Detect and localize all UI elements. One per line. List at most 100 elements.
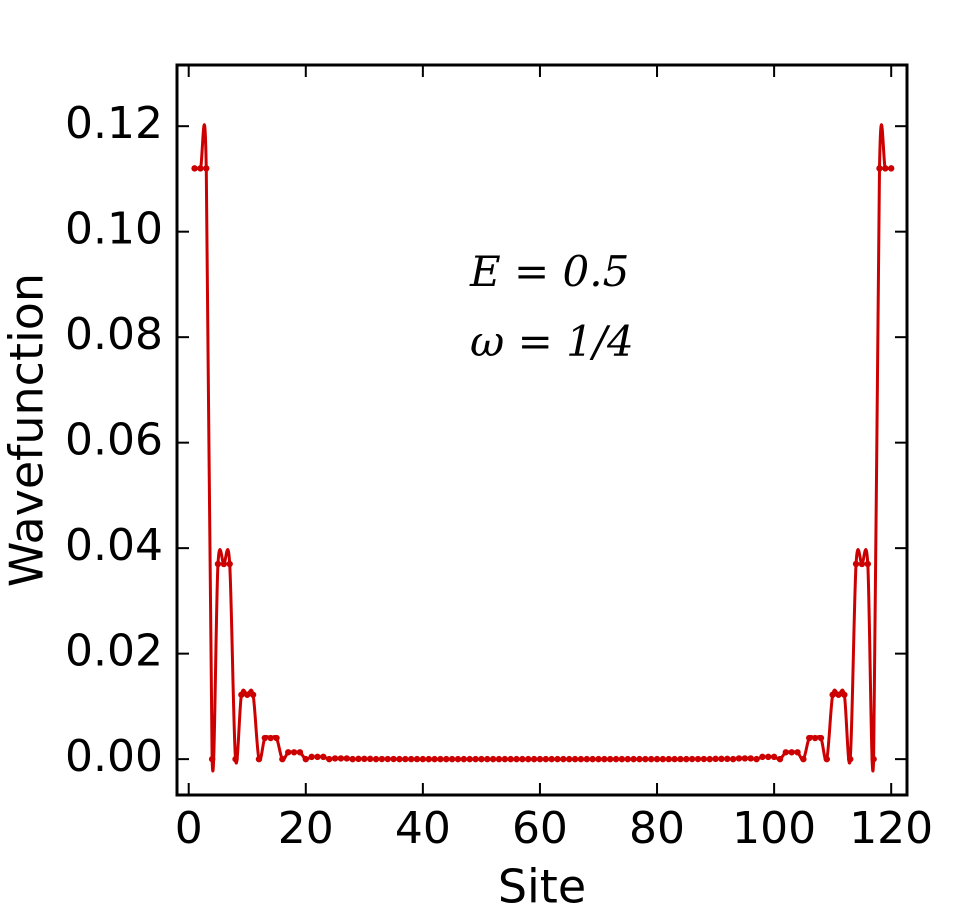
point (314, 753, 321, 761)
point (612, 755, 620, 763)
point (589, 755, 596, 763)
point (366, 755, 374, 763)
point (425, 755, 432, 763)
y-tick-label: 0.10 (65, 204, 163, 255)
point (724, 755, 731, 763)
point (800, 755, 807, 763)
point (484, 755, 491, 763)
point (208, 755, 216, 763)
point (741, 755, 749, 762)
point (870, 755, 877, 763)
point (302, 755, 309, 763)
point (659, 755, 667, 763)
point (255, 755, 263, 763)
point (788, 749, 795, 756)
y-tick-label: 0.08 (65, 309, 163, 360)
point (665, 755, 672, 763)
point (747, 755, 754, 762)
point (618, 755, 626, 763)
point (472, 755, 479, 763)
point (712, 755, 719, 763)
point (331, 755, 339, 762)
point (343, 755, 350, 762)
point (355, 755, 362, 763)
point (203, 165, 210, 172)
point (454, 755, 462, 763)
point (829, 691, 836, 698)
point (794, 749, 801, 756)
point (683, 755, 690, 763)
point (448, 755, 456, 763)
point (273, 734, 280, 742)
point (220, 560, 228, 568)
point (361, 755, 368, 763)
point (279, 755, 286, 763)
point (636, 755, 643, 763)
point (419, 755, 427, 763)
point (653, 755, 661, 763)
point (285, 749, 292, 756)
point (507, 755, 514, 763)
point (431, 755, 438, 763)
point (729, 755, 737, 763)
point (396, 755, 403, 763)
point (700, 755, 708, 763)
x-axis-label: Site (498, 860, 586, 914)
point (852, 560, 860, 568)
x-tick-label: 60 (512, 803, 568, 854)
point (489, 755, 497, 763)
y-tick-label: 0.12 (65, 98, 163, 149)
point (244, 691, 251, 698)
y-tick-label: 0.00 (65, 731, 163, 782)
y-tick-label: 0.02 (65, 626, 163, 677)
point (407, 755, 415, 763)
point (232, 755, 239, 763)
point (688, 755, 696, 763)
point (806, 734, 813, 742)
point (390, 755, 397, 763)
point (647, 755, 655, 763)
point (671, 755, 678, 763)
x-tick-label: 120 (849, 803, 933, 854)
point (677, 755, 684, 763)
point (519, 755, 526, 763)
point (694, 755, 702, 763)
point (413, 755, 421, 763)
point (326, 755, 333, 763)
point (548, 755, 555, 763)
x-tick-label: 100 (732, 803, 816, 854)
point (835, 691, 842, 698)
point (525, 755, 532, 763)
point (478, 755, 485, 763)
point (642, 755, 649, 763)
y-tick-label: 0.06 (65, 415, 163, 466)
point (437, 755, 444, 763)
point (882, 165, 889, 172)
point (753, 755, 760, 763)
point (261, 734, 269, 742)
point (542, 755, 550, 763)
point (858, 560, 866, 568)
point (776, 755, 784, 763)
y-axis-label: Wavefunction (0, 273, 54, 587)
point (384, 755, 391, 763)
point (530, 755, 538, 763)
point (847, 755, 854, 763)
point (191, 165, 198, 172)
point (513, 755, 520, 763)
annotation: E = 0.5 (469, 247, 629, 296)
point (337, 755, 345, 762)
point (308, 753, 315, 761)
point (718, 755, 725, 763)
point (735, 755, 743, 762)
point (226, 560, 233, 568)
x-tick-label: 40 (395, 803, 451, 854)
point (765, 753, 772, 761)
point (197, 165, 204, 172)
x-tick-label: 20 (278, 803, 334, 854)
annotation: ω = 1/4 (470, 317, 634, 366)
point (495, 755, 503, 763)
point (349, 755, 356, 763)
point (887, 165, 895, 172)
point (823, 755, 830, 763)
